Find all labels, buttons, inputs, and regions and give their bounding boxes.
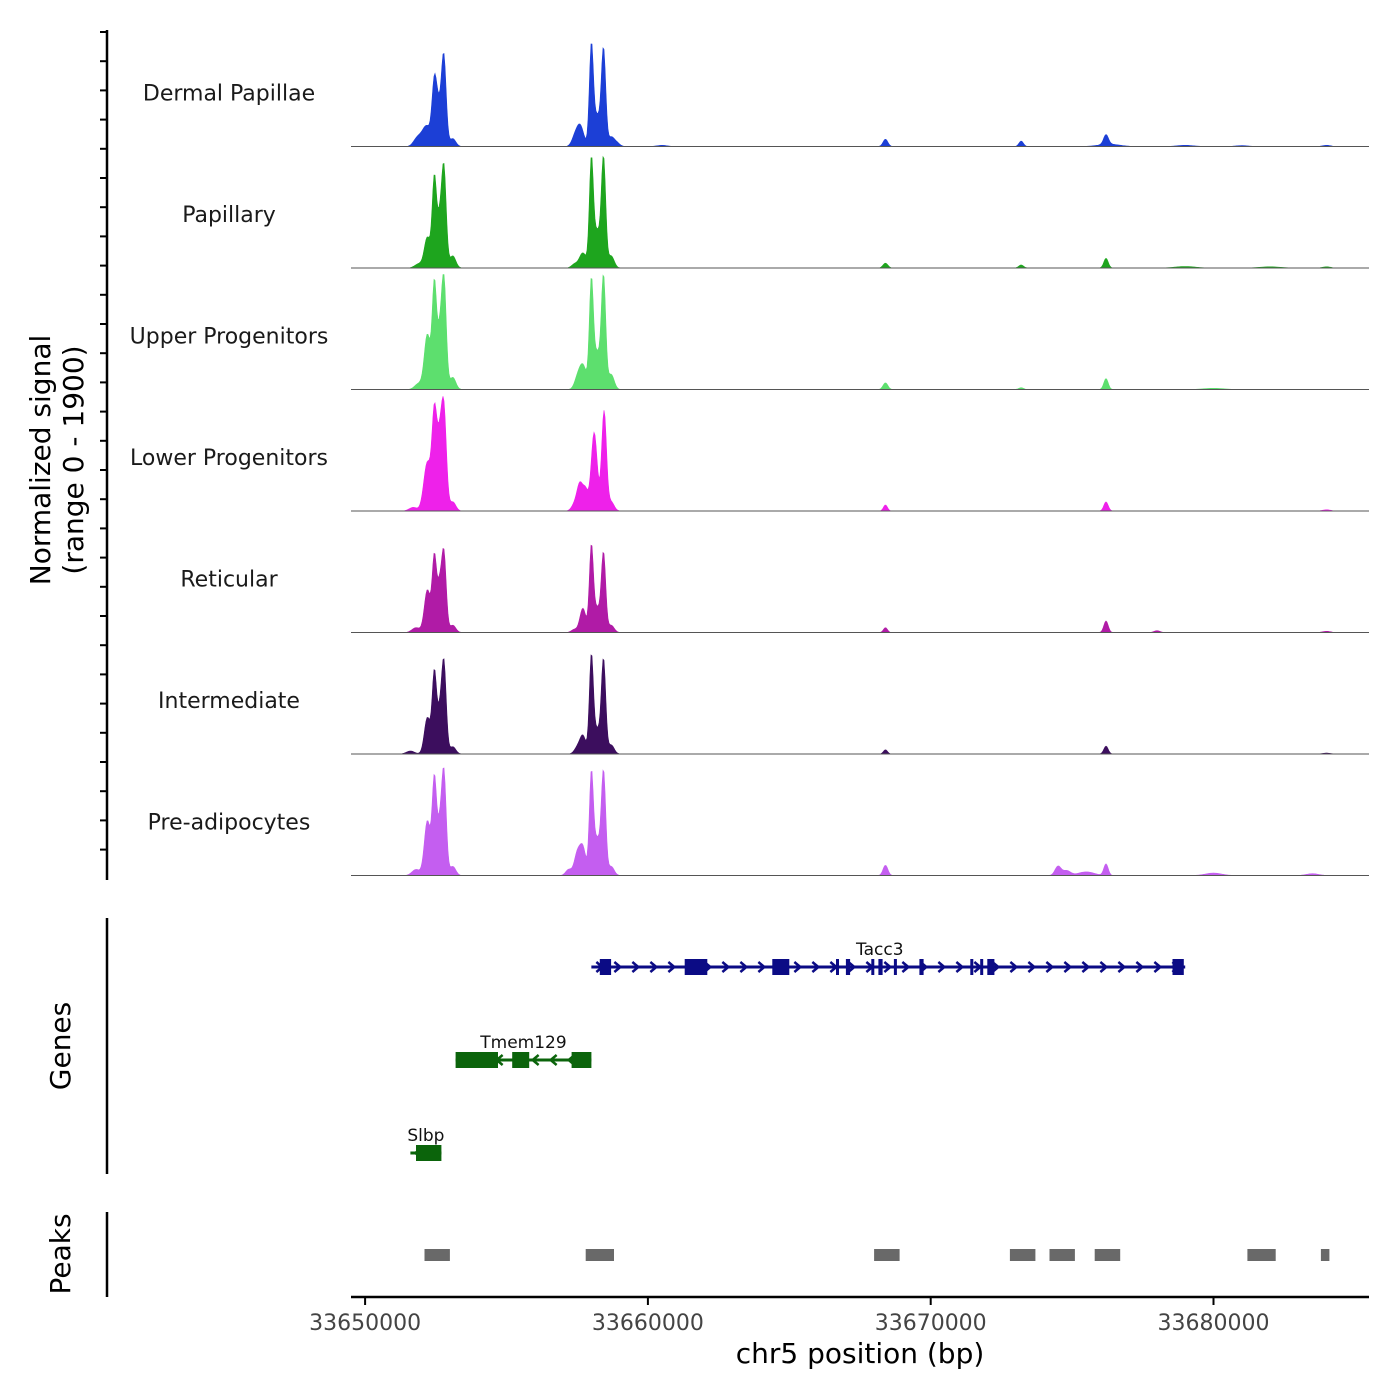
strand-arrow bbox=[1081, 961, 1091, 973]
y-axis-title-line1: Normalized signal bbox=[24, 335, 57, 586]
coverage-area bbox=[351, 155, 1369, 269]
x-tick-label: 33670000 bbox=[875, 1311, 987, 1336]
peak-region bbox=[1049, 1249, 1075, 1261]
x-axis-title: chr5 position (bp) bbox=[736, 1337, 985, 1370]
strand-arrow bbox=[739, 961, 749, 973]
coverage-area bbox=[351, 544, 1369, 633]
gene-exon bbox=[871, 959, 875, 975]
gene-exon bbox=[836, 959, 839, 975]
signal-y-axis bbox=[100, 30, 109, 880]
track-reticular: Reticular bbox=[180, 544, 1369, 633]
track-label: Dermal Papillae bbox=[143, 82, 315, 107]
track-label: Lower Progenitors bbox=[130, 446, 328, 471]
gene-exon bbox=[772, 959, 790, 975]
strand-arrow bbox=[721, 961, 731, 973]
gene-exon bbox=[571, 1052, 592, 1068]
strand-arrow bbox=[811, 961, 821, 973]
track-label: Pre-adipocytes bbox=[148, 811, 311, 836]
strand-arrow bbox=[530, 1054, 540, 1066]
gene-exon bbox=[599, 959, 612, 975]
coverage-area bbox=[351, 43, 1369, 147]
gene-exon bbox=[987, 959, 995, 975]
strand-arrow bbox=[1063, 961, 1073, 973]
gene-exon bbox=[1172, 959, 1184, 975]
strand-arrow bbox=[1117, 961, 1127, 973]
peak-region bbox=[1320, 1249, 1330, 1261]
x-tick-label: 33680000 bbox=[1158, 1311, 1270, 1336]
y-axis-title-line2: (range 0 - 1900) bbox=[57, 345, 90, 574]
gene-tacc3: Tacc3 bbox=[591, 940, 1186, 975]
track-intermediate: Intermediate bbox=[158, 654, 1369, 755]
coverage-area bbox=[351, 767, 1369, 876]
strand-arrow bbox=[667, 961, 677, 973]
gene-tmem129: Tmem129 bbox=[455, 1033, 592, 1068]
gene-exon bbox=[893, 959, 897, 975]
peak-region bbox=[585, 1249, 614, 1261]
coverage-area bbox=[351, 654, 1369, 755]
peak-regions-track bbox=[424, 1249, 1330, 1261]
strand-arrow bbox=[631, 961, 641, 973]
gene-label: Slbp bbox=[407, 1126, 444, 1146]
peak-region bbox=[874, 1249, 900, 1261]
gene-exon bbox=[878, 959, 883, 975]
strand-arrow bbox=[955, 961, 965, 973]
peak-region bbox=[424, 1249, 450, 1261]
gene-slbp: Slbp bbox=[407, 1126, 444, 1161]
peak-region bbox=[1247, 1249, 1276, 1261]
x-tick-label: 33660000 bbox=[592, 1311, 704, 1336]
track-dermal-papillae: Dermal Papillae bbox=[143, 43, 1369, 147]
coverage-tracks: Dermal Papillae Papillary Upper Progenitor… bbox=[130, 43, 1369, 876]
strand-arrow bbox=[757, 961, 767, 973]
gene-exon bbox=[455, 1052, 498, 1068]
strand-arrow bbox=[1135, 961, 1145, 973]
gene-exon bbox=[684, 959, 708, 975]
peaks-axis-title: Peaks bbox=[44, 1213, 77, 1294]
strand-arrow bbox=[613, 961, 623, 973]
track-upper-progenitors: Upper Progenitors bbox=[130, 274, 1369, 390]
gene-label: Tacc3 bbox=[855, 940, 904, 960]
strand-arrow bbox=[1153, 961, 1163, 973]
gene-exon bbox=[512, 1052, 530, 1068]
peak-region bbox=[1094, 1249, 1121, 1261]
gene-exon bbox=[919, 959, 924, 975]
coverage-area bbox=[351, 396, 1369, 512]
strand-arrow bbox=[901, 961, 911, 973]
strand-arrow bbox=[847, 961, 857, 973]
track-label: Intermediate bbox=[158, 689, 300, 714]
strand-arrow bbox=[1099, 961, 1109, 973]
gene-exon bbox=[845, 959, 851, 975]
x-tick-label: 33650000 bbox=[309, 1311, 421, 1336]
track-label: Reticular bbox=[180, 568, 278, 593]
x-axis-ticks: 33650000 33660000 33670000 33680000 bbox=[309, 1297, 1269, 1336]
strand-arrow bbox=[649, 961, 659, 973]
gene-label: Tmem129 bbox=[479, 1033, 566, 1053]
strand-arrow bbox=[1027, 961, 1037, 973]
strand-arrow bbox=[548, 1054, 558, 1066]
strand-arrow bbox=[883, 961, 893, 973]
genes-axis-title: Genes bbox=[44, 1002, 77, 1090]
track-lower-progenitors: Lower Progenitors bbox=[130, 396, 1369, 512]
track-papillary: Papillary bbox=[182, 155, 1369, 269]
gene-exon bbox=[416, 1145, 442, 1161]
track-label: Papillary bbox=[182, 203, 276, 228]
gene-exon bbox=[980, 959, 984, 975]
strand-arrow bbox=[937, 961, 947, 973]
track-label: Upper Progenitors bbox=[130, 325, 329, 350]
strand-arrow bbox=[793, 961, 803, 973]
coverage-area bbox=[351, 274, 1369, 390]
gene-annotation-track: Tacc3 Tmem129 Slbp bbox=[407, 940, 1186, 1161]
peak-region bbox=[1009, 1249, 1036, 1261]
track-pre-adipocytes: Pre-adipocytes bbox=[148, 767, 1369, 876]
strand-arrow bbox=[1045, 961, 1055, 973]
gene-exon bbox=[970, 959, 974, 975]
strand-arrow bbox=[1009, 961, 1019, 973]
